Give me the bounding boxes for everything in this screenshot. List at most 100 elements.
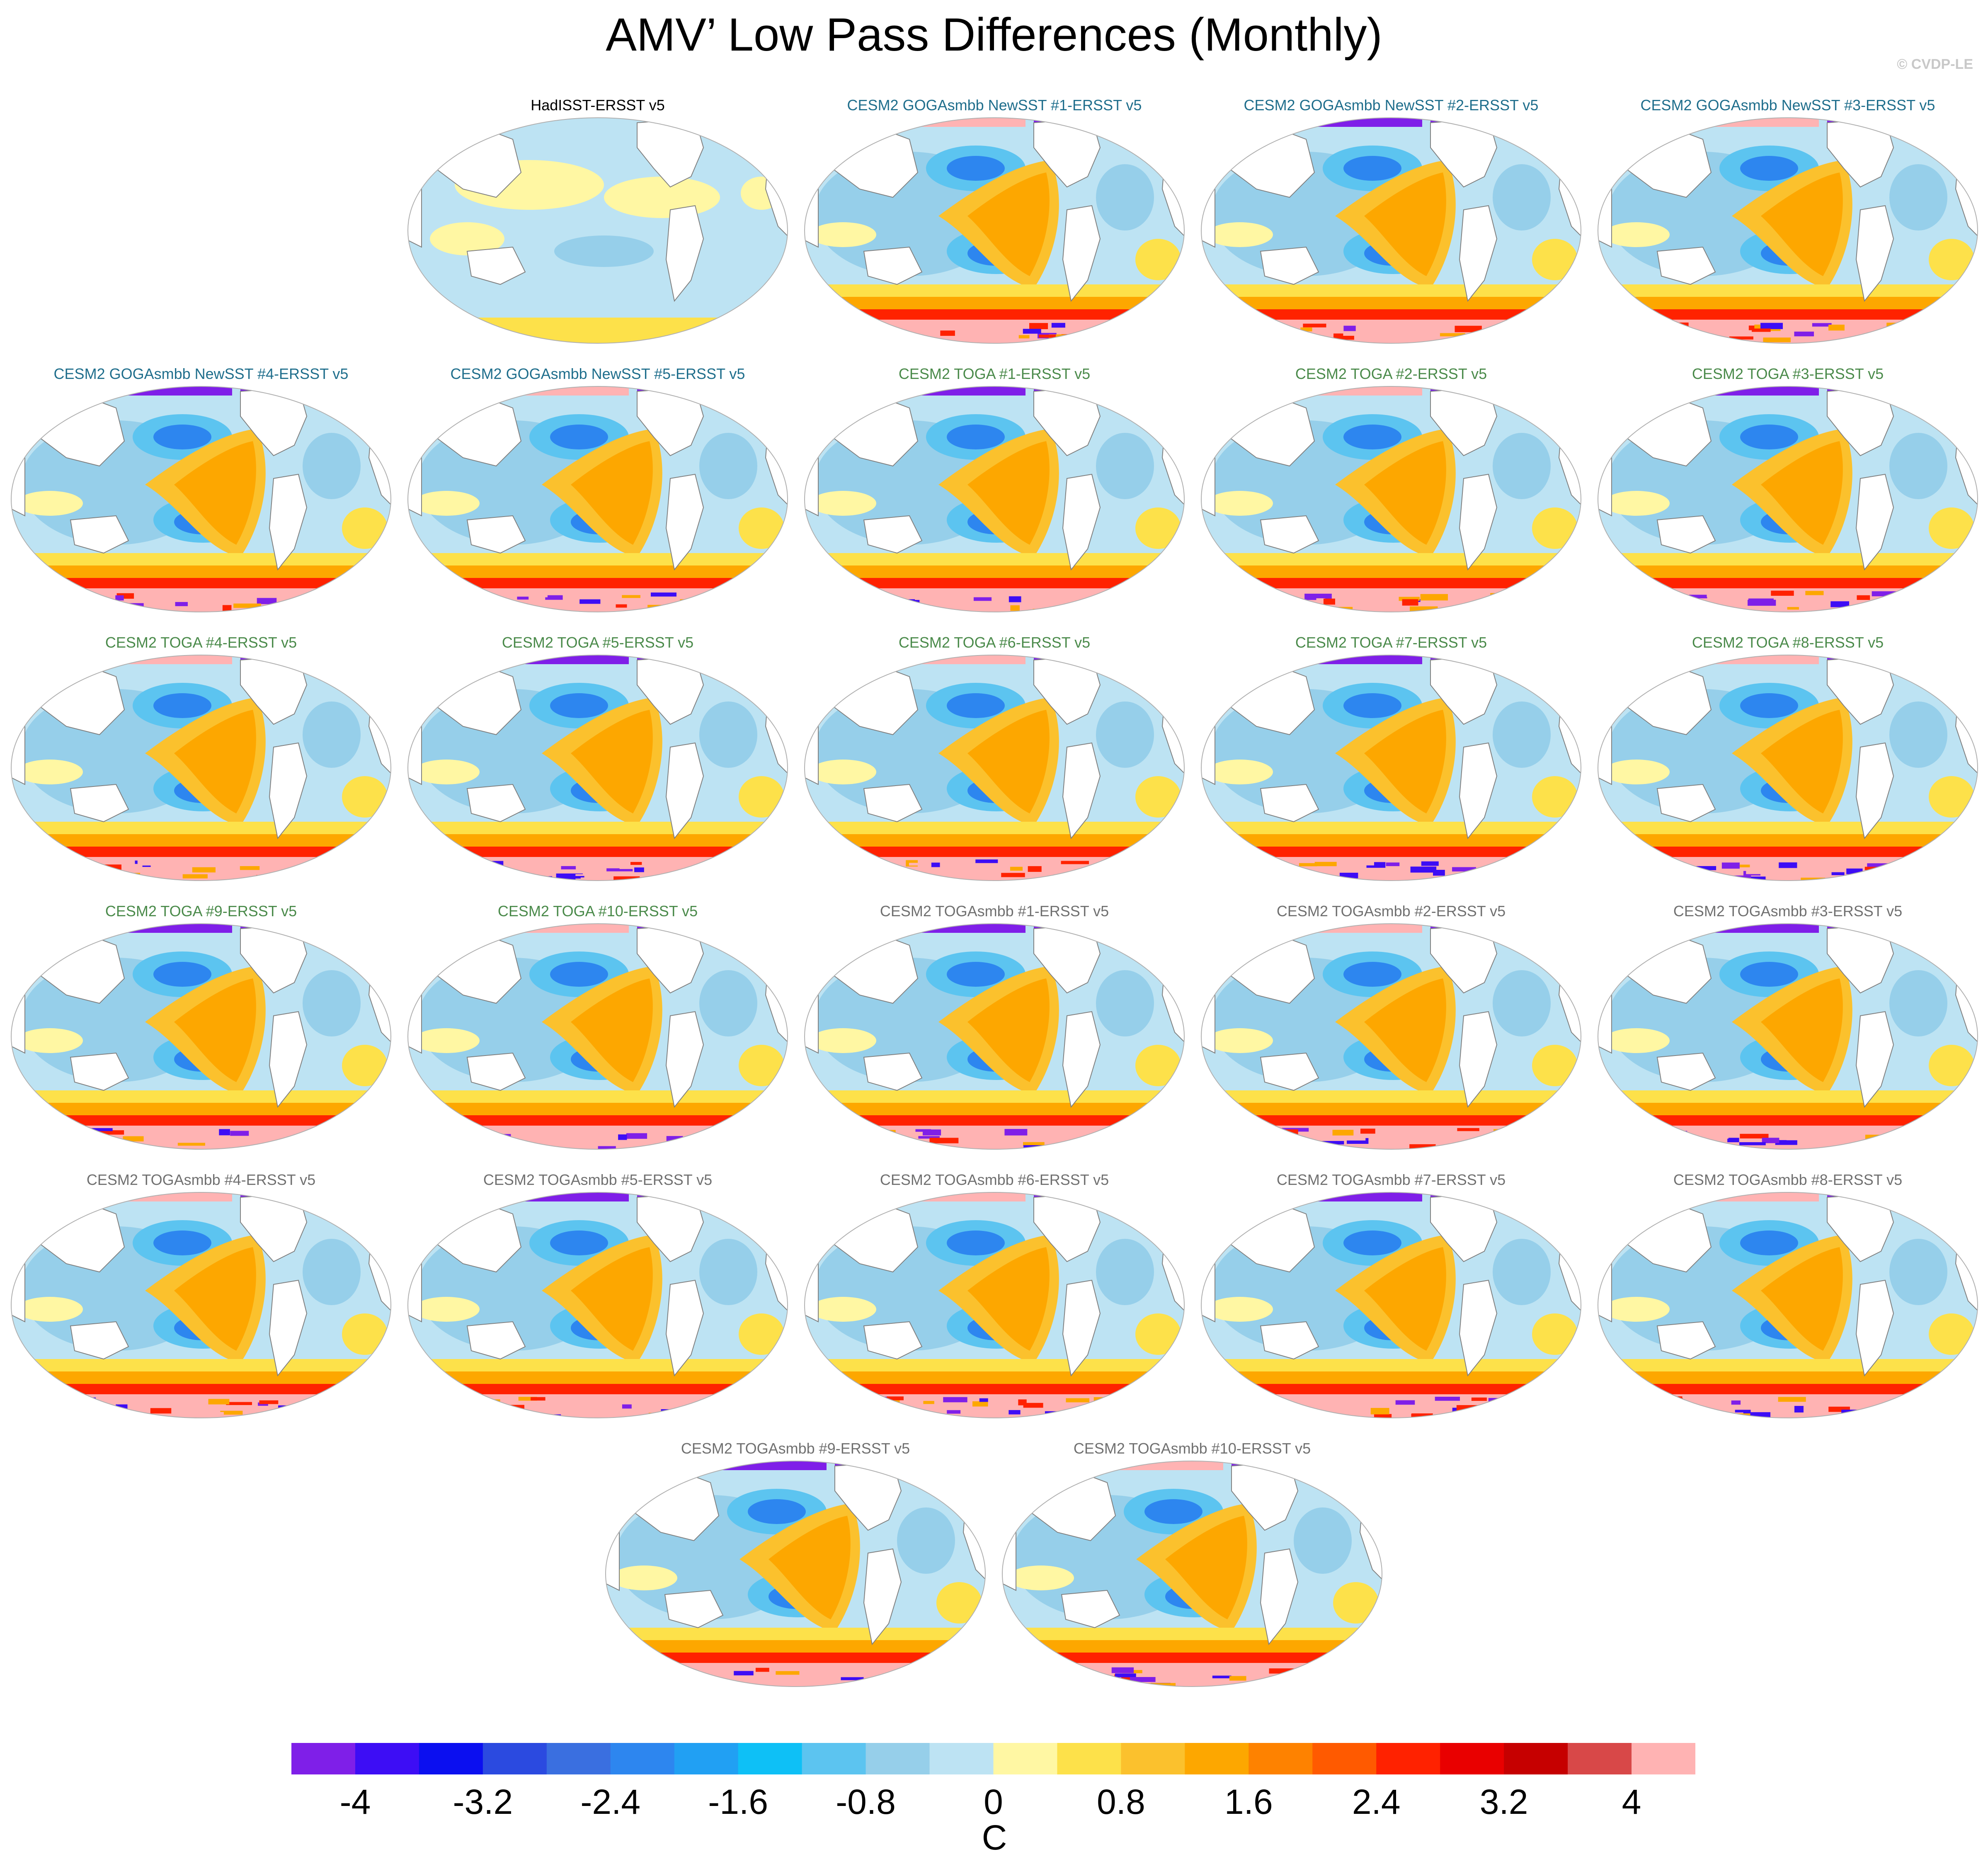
- atlantic-cool-region: [1493, 970, 1551, 1036]
- cool-core-north-pacific: [1740, 962, 1798, 987]
- indian-ocean-warm-patch: [413, 760, 480, 784]
- south-atlantic-warm-patch: [1929, 1045, 1974, 1086]
- polar-speckle: [1787, 607, 1799, 610]
- antarctic-band: [11, 1126, 391, 1149]
- atlantic-cool-region: [1096, 433, 1154, 499]
- panel-title: CESM2 TOGAsmbb #2-ERSST v5: [1276, 903, 1506, 920]
- africa-west-land: [1201, 163, 1215, 248]
- atlantic-cool-region: [1096, 970, 1154, 1036]
- africa-west-land: [1002, 1507, 1016, 1591]
- polar-speckle: [1028, 1666, 1046, 1670]
- polar-speckle: [1023, 329, 1041, 334]
- polar-speckle: [1299, 863, 1317, 866]
- colorbar-swatch: [738, 1743, 802, 1774]
- polar-speckle: [1735, 331, 1753, 335]
- map-field: [1598, 1192, 1978, 1418]
- indian-ocean-warm-patch: [1603, 222, 1670, 247]
- polar-speckle: [1528, 1409, 1549, 1415]
- polar-speckle: [150, 1408, 172, 1414]
- polar-speckle: [1506, 1398, 1529, 1404]
- warm-anomaly-core: [967, 172, 1050, 276]
- polar-speckle: [873, 1130, 896, 1136]
- map-field: [1598, 118, 1978, 343]
- polar-speckle: [61, 1132, 82, 1137]
- polar-speckle: [1421, 861, 1444, 866]
- polar-speckle: [737, 604, 754, 611]
- south-america-land: [1062, 473, 1101, 571]
- polar-speckle: [1051, 323, 1065, 328]
- polar-speckle: [545, 595, 563, 600]
- polar-speckle: [257, 598, 277, 604]
- polar-speckle: [1250, 328, 1269, 334]
- warm-anomaly-core: [174, 978, 256, 1082]
- south-america-land: [1260, 1548, 1299, 1646]
- polar-speckle: [1433, 870, 1445, 876]
- polar-speckle: [658, 864, 680, 869]
- polar-speckle: [177, 1143, 205, 1146]
- polar-speckle: [1110, 607, 1137, 612]
- polar-speckle: [1489, 336, 1500, 341]
- polar-speckle: [1516, 864, 1542, 867]
- australia-land: [466, 246, 526, 285]
- polar-speckle: [258, 1402, 268, 1406]
- polar-speckle: [812, 323, 834, 327]
- polar-speckle: [1098, 1143, 1108, 1148]
- polar-speckle: [1794, 331, 1814, 337]
- polar-speckle: [1320, 1141, 1344, 1145]
- indian-ocean-warm-patch: [611, 1565, 677, 1590]
- panel-title: HadISST-ERSST v5: [531, 97, 665, 114]
- polar-speckle: [1411, 1414, 1429, 1418]
- arctic-patch: [124, 655, 232, 664]
- polar-speckle: [1010, 866, 1023, 871]
- polar-speckle: [1621, 604, 1644, 609]
- polar-speckle: [1935, 597, 1959, 599]
- indian-ocean-warm-patch: [17, 1297, 83, 1322]
- polar-speckle: [487, 604, 501, 607]
- polar-speckle: [892, 333, 901, 338]
- robinson-map: [1598, 923, 1978, 1150]
- polar-speckle: [312, 1407, 335, 1411]
- panel-title: CESM2 TOGAsmbb #8-ERSST v5: [1673, 1171, 1903, 1188]
- polar-speckle: [561, 866, 576, 869]
- polar-speckle: [1740, 1133, 1769, 1138]
- panel-title: CESM2 TOGAsmbb #3-ERSST v5: [1673, 903, 1903, 920]
- map-panel: CESM2 TOGAsmbb #3-ERSST v5: [1595, 902, 1981, 1159]
- polar-speckle: [656, 1683, 683, 1687]
- polar-speckle: [151, 1131, 170, 1137]
- polar-speckle: [1663, 1398, 1683, 1403]
- polar-speckle: [909, 863, 927, 866]
- polar-speckle: [182, 874, 208, 879]
- polar-speckle: [1205, 595, 1225, 599]
- polar-speckle: [220, 1410, 243, 1415]
- indian-ocean-warm-patch: [1603, 1028, 1670, 1053]
- map-outline: [11, 655, 391, 881]
- polar-speckle: [1152, 1137, 1180, 1142]
- arctic-patch: [1314, 118, 1422, 127]
- polar-speckle: [1457, 1128, 1479, 1131]
- polar-speckle: [1226, 1141, 1248, 1147]
- indian-ocean-warm-patch: [1603, 491, 1670, 516]
- polar-speckle: [329, 1134, 348, 1141]
- polar-speckle: [1875, 1411, 1884, 1414]
- colorbar-swatch: [610, 1743, 675, 1774]
- polar-speckle: [1605, 875, 1621, 880]
- polar-speckle: [1568, 1129, 1581, 1133]
- polar-speckle: [1115, 1673, 1136, 1677]
- warm-anomaly-core: [571, 710, 653, 813]
- polar-speckle: [885, 1676, 901, 1681]
- map-field: [1201, 655, 1581, 881]
- colorbar-swatch: [1312, 1743, 1377, 1774]
- robinson-map: [1201, 923, 1581, 1150]
- map-panel: CESM2 TOGAsmbb #5-ERSST v5: [405, 1171, 790, 1428]
- polar-speckle: [1530, 869, 1549, 873]
- south-america-land: [1855, 742, 1894, 840]
- polar-speckle: [1395, 1400, 1415, 1405]
- warm-anomaly-core: [1364, 710, 1446, 813]
- arctic-patch: [1314, 655, 1422, 664]
- colorbar: [291, 1743, 1695, 1774]
- south-atlantic-warm-patch: [342, 1313, 388, 1355]
- polar-speckle: [1748, 599, 1776, 606]
- polar-speckle: [84, 874, 107, 881]
- africa-west-land: [408, 432, 422, 517]
- australia-land: [863, 515, 923, 554]
